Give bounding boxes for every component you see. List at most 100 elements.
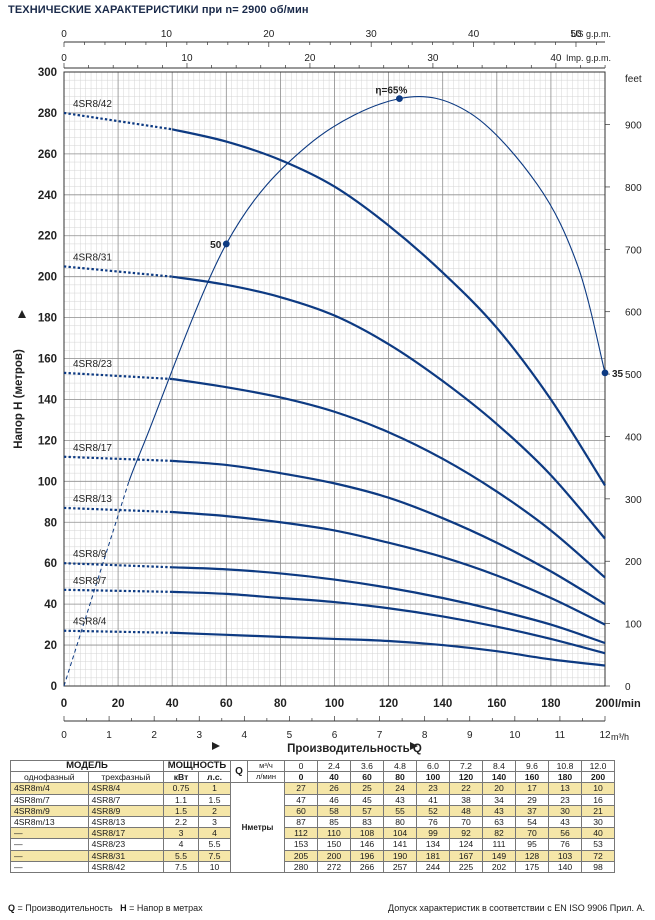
- m3h-value: 12.0: [581, 759, 615, 773]
- head-value: 128: [515, 849, 549, 862]
- y-axis-label: Напор H (метров): [13, 349, 25, 449]
- power-hp: 5.5: [198, 838, 231, 851]
- x-tick-label: 160: [487, 698, 506, 710]
- head-value: 70: [449, 815, 483, 829]
- x-axis-label: Производительность Q: [287, 743, 422, 755]
- imp-gpm-tick-label: 40: [550, 53, 562, 64]
- model-single-phase: 4SR8m/7: [10, 793, 89, 806]
- head-value: 83: [350, 815, 384, 829]
- head-value: 58: [317, 804, 351, 817]
- head-value: 140: [548, 860, 582, 873]
- pump-curve-chart: 0204060801001201401601802002202402602803…: [13, 29, 642, 755]
- y-tick-label: 0: [51, 681, 57, 693]
- q-abbr: Q: [8, 903, 16, 913]
- x-tick-label: 40: [166, 698, 179, 710]
- head-value: 85: [317, 815, 351, 829]
- head-value: 29: [515, 793, 549, 806]
- q-definition: = Производительность: [15, 903, 113, 913]
- tolerance-note: Допуск характеристик в соответствии с EN…: [388, 903, 645, 913]
- plot-frame: [63, 71, 606, 687]
- y-tick-label: 120: [38, 435, 57, 447]
- power-hp: 2: [198, 804, 231, 817]
- feet-tick-label: 200: [625, 557, 642, 568]
- feet-tick-label: 300: [625, 495, 642, 506]
- m3h-tick-label: 1: [106, 730, 112, 741]
- head-value: 272: [317, 860, 351, 873]
- head-value: 225: [449, 860, 483, 873]
- imp-gpm-tick-label: 10: [181, 53, 193, 64]
- head-value: 124: [449, 838, 483, 851]
- head-value: 24: [383, 782, 417, 795]
- series-label: 4SR8/13: [73, 494, 112, 505]
- head-value: 52: [416, 804, 450, 817]
- y-axis-arrow-icon: [18, 310, 26, 318]
- head-value: 257: [383, 860, 417, 873]
- m3h-tick-label: 2: [151, 730, 157, 741]
- imp-gpm-tick-label: 20: [304, 53, 316, 64]
- y-tick-label: 100: [38, 476, 57, 488]
- head-value: 13: [548, 782, 582, 795]
- head-value: 60: [284, 804, 318, 817]
- lmin-value: 100: [416, 771, 450, 784]
- head-value: 99: [416, 827, 450, 840]
- kw-header: кВт: [162, 771, 200, 784]
- imp-gpm-tick-label: 30: [427, 53, 439, 64]
- head-value: 47: [284, 793, 318, 806]
- h-definition: = Напор в метрах: [126, 903, 203, 913]
- m3h-value: 3.6: [350, 759, 384, 773]
- feet-tick-label: 900: [625, 121, 642, 132]
- y-tick-label: 240: [38, 190, 57, 202]
- head-value: 30: [548, 804, 582, 817]
- head-value: 20: [482, 782, 516, 795]
- head-value: 280: [284, 860, 318, 873]
- m3h-tick-label: 5: [287, 730, 293, 741]
- model-three-phase: 4SR8/31: [87, 849, 165, 862]
- model-header: МОДЕЛЬ: [10, 759, 164, 773]
- table-row: —4SR8/31 5.5 7.5 205 200 196 190 181 167 149 128 10…: [10, 849, 615, 862]
- lmin-value: 200: [581, 771, 615, 784]
- footer-legend: Q = Производительность H = Напор в метра…: [8, 903, 203, 913]
- x-axis-left-arrow-icon: [212, 742, 220, 750]
- x-tick-label: 180: [541, 698, 560, 710]
- lmin-value: 160: [515, 771, 549, 784]
- x-axis-right-arrow-icon: [410, 742, 418, 750]
- series-label: 4SR8/17: [73, 443, 112, 454]
- power-header: МОЩНОСТЬ: [163, 759, 231, 773]
- power-kw: 5.5: [162, 849, 200, 862]
- pump-curve-4sr8-23: [172, 377, 606, 579]
- x-tick-label: 60: [220, 698, 233, 710]
- pump-curve-4sr8-7: [172, 590, 606, 655]
- model-three-phase: 4SR8/13: [87, 815, 165, 829]
- efficiency-marker: [222, 240, 230, 248]
- m3h-value: 9.6: [515, 759, 549, 773]
- m3h-tick-label: 0: [61, 730, 67, 741]
- pump-curve-4sr8-9: [172, 566, 606, 645]
- lmin-unit: л/мин: [247, 771, 285, 784]
- head-value: 37: [515, 804, 549, 817]
- head-value: 23: [548, 793, 582, 806]
- m3h-unit: м³/ч: [247, 759, 285, 773]
- y-tick-label: 260: [38, 149, 57, 161]
- head-value: 54: [515, 815, 549, 829]
- efficiency-marker-label: η=65%: [375, 86, 407, 97]
- us-gpm-tick-label: 40: [468, 29, 480, 40]
- series-label: 4SR8/23: [73, 359, 112, 370]
- m3h-value: 4.8: [383, 759, 417, 773]
- power-hp: 1.5: [198, 793, 231, 806]
- head-value: 150: [317, 838, 351, 851]
- head-value: 53: [581, 838, 615, 851]
- head-value: 181: [416, 849, 450, 862]
- y-tick-label: 160: [38, 354, 57, 366]
- table-row: 4SR8m/13 4SR8/13 2.2 3 87 85 83 80 76 70 63 54 43 30: [10, 815, 615, 829]
- head-value: 108: [350, 827, 384, 840]
- head-value: 55: [383, 804, 417, 817]
- table-row: 4SR8m/9 4SR8/9 1.5 2 60 58 57 55 52 48 43 37 30 21: [10, 804, 615, 817]
- head-value: 202: [482, 860, 516, 873]
- lmin-value: 120: [449, 771, 483, 784]
- model-three-phase: 4SR8/7: [87, 793, 165, 806]
- pump-curve-dashed-4sr8-42: [63, 111, 173, 131]
- head-value: 244: [416, 860, 450, 873]
- power-kw: 2.2: [162, 815, 200, 829]
- lmin-value: 0: [284, 771, 318, 784]
- series-label: 4SR8/9: [73, 549, 107, 560]
